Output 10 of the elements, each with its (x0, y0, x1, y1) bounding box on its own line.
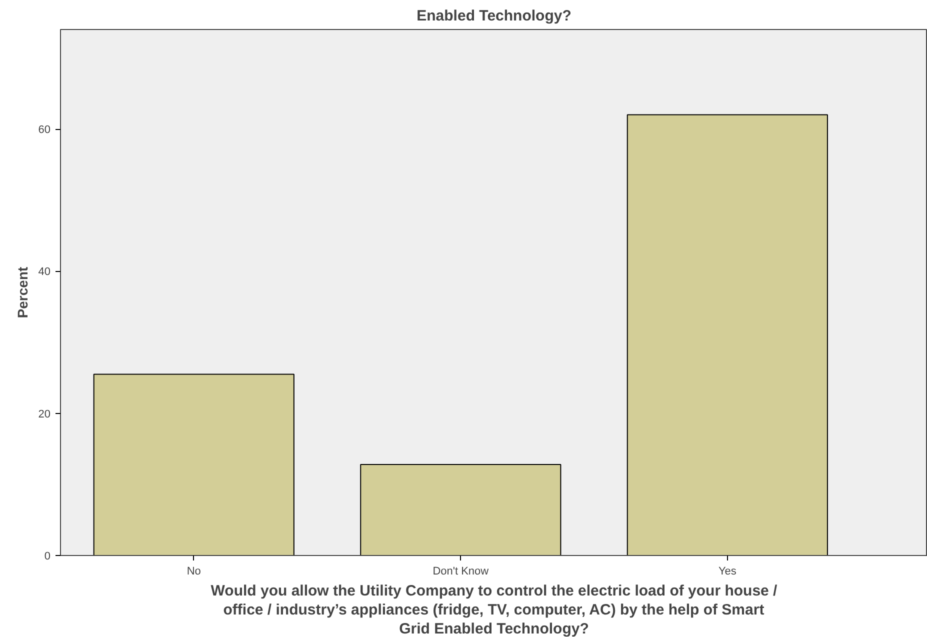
y-axis-title: Percent (14, 266, 30, 318)
x-axis-title: Would you allow the Utility Company to control the electric load of your house / office / industry’s appliances (fridge, TV, computer, AC) by the help of Smart Grid Enabled Technology? (210, 582, 778, 637)
y-tick-label: 40 (38, 266, 51, 278)
y-tick-label: 20 (38, 408, 51, 420)
chart-title: Enabled Technology? (416, 8, 572, 24)
x-tick-label: No (186, 566, 201, 578)
x-tick-label: Don't Know (432, 566, 489, 578)
y-tick-label: 0 (44, 550, 51, 562)
x-tick-label: Yes (718, 566, 737, 578)
y-tick-label: 60 (38, 124, 51, 136)
